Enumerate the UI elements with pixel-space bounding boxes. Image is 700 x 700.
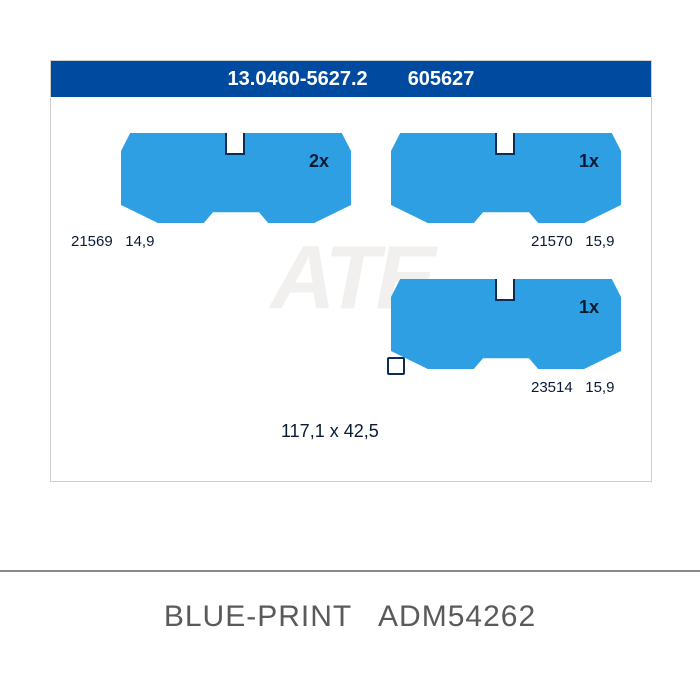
wear-sensor-icon: [387, 357, 405, 375]
pad-right-bottom-label: 23514 15,9: [531, 379, 614, 396]
brake-pad-left: 2x: [121, 133, 351, 223]
pad-right-top-thickness: 15,9: [585, 233, 614, 250]
overall-dimensions: 117,1 x 42,5: [281, 421, 379, 442]
divider-line: [0, 570, 700, 572]
pad-right-top-code: 21570: [531, 233, 573, 250]
brake-pad-right-bottom: 1x: [391, 279, 621, 369]
header-bar: 13.0460-5627.2 605627: [51, 61, 651, 97]
brake-pad-right-top: 1x: [391, 133, 621, 223]
pad-right-bottom-code: 23514: [531, 379, 573, 396]
pad-right-top-group: 1x 21570 15,9: [391, 133, 621, 223]
pad-left-thickness: 14,9: [125, 233, 154, 250]
pad-right-top-label: 21570 15,9: [531, 233, 614, 250]
part-number-long: 13.0460-5627.2: [228, 68, 368, 91]
pad-left-group: 2x 21569 14,9: [121, 133, 351, 223]
pad-right-bottom-qty: 1x: [579, 297, 599, 318]
brand-name: BLUE-PRINT: [164, 600, 352, 633]
pad-right-top-qty: 1x: [579, 151, 599, 172]
pad-left-qty: 2x: [309, 151, 329, 172]
pad-right-bottom-thickness: 15,9: [585, 379, 614, 396]
diagram-canvas: ATE 13.0460-5627.2 605627 2x 21569 14,9 …: [50, 60, 652, 482]
pad-right-bottom-group: 1x 23514 15,9: [391, 279, 621, 369]
brand-row: BLUE-PRINT ADM54262: [0, 600, 700, 634]
part-number-short: 605627: [408, 68, 475, 91]
brand-sku: ADM54262: [378, 600, 536, 633]
pad-left-label: 21569 14,9: [71, 233, 154, 250]
pad-left-code: 21569: [71, 233, 113, 250]
